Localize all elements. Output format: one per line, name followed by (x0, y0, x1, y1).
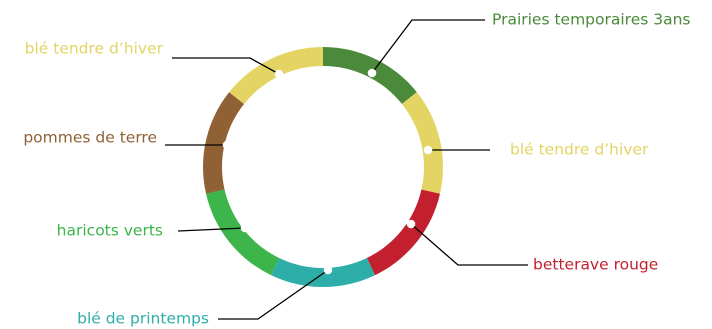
label-ble-tendre-d-hiver-7: blé tendre d’hiver (25, 40, 164, 58)
anchor-dot-haricots-verts-5 (240, 223, 250, 233)
anchor-dot-prairies-temporaires-3ans-1 (367, 68, 377, 78)
donut-slices (202, 47, 443, 288)
slice-betterave-rouge-3[interactable] (366, 189, 440, 276)
anchor-dot-ble-tendre-d-hiver-2 (423, 145, 433, 155)
leader-lines (165, 19, 528, 320)
leader-line-haricots-verts-5 (177, 227, 246, 232)
anchor-dot-pommes-de-terre-6 (222, 140, 232, 150)
label-ble-de-printemps-4: blé de printemps (77, 310, 209, 328)
leader-line-betterave-rouge-3 (410, 223, 528, 266)
anchor-dot-ble-de-printemps-4 (323, 265, 333, 275)
label-haricots-verts-5: haricots verts (57, 222, 163, 240)
anchor-dots (222, 68, 433, 275)
leader-line-prairies-temporaires-3ans-1 (371, 19, 485, 74)
leader-line-ble-de-printemps-4 (218, 269, 329, 320)
slice-ble-de-printemps-4[interactable] (270, 257, 376, 288)
slice-haricots-verts-5[interactable] (206, 189, 280, 276)
label-pommes-de-terre-6: pommes de terre (23, 129, 157, 147)
anchor-dot-ble-tendre-d-hiver-7 (274, 69, 284, 79)
anchor-dot-betterave-rouge-3 (406, 219, 416, 229)
slice-labels: Prairies temporaires 3ans blé tendre d’hi… (23, 11, 690, 328)
leader-line-ble-tendre-d-hiver-7 (172, 57, 280, 75)
slice-ble-tendre-d-hiver-2[interactable] (401, 92, 443, 194)
label-prairies-temporaires-3ans-1: Prairies temporaires 3ans (492, 11, 691, 29)
label-ble-tendre-d-hiver-2: blé tendre d’hiver (510, 141, 649, 159)
label-betterave-rouge-3: betterave rouge (533, 256, 658, 274)
